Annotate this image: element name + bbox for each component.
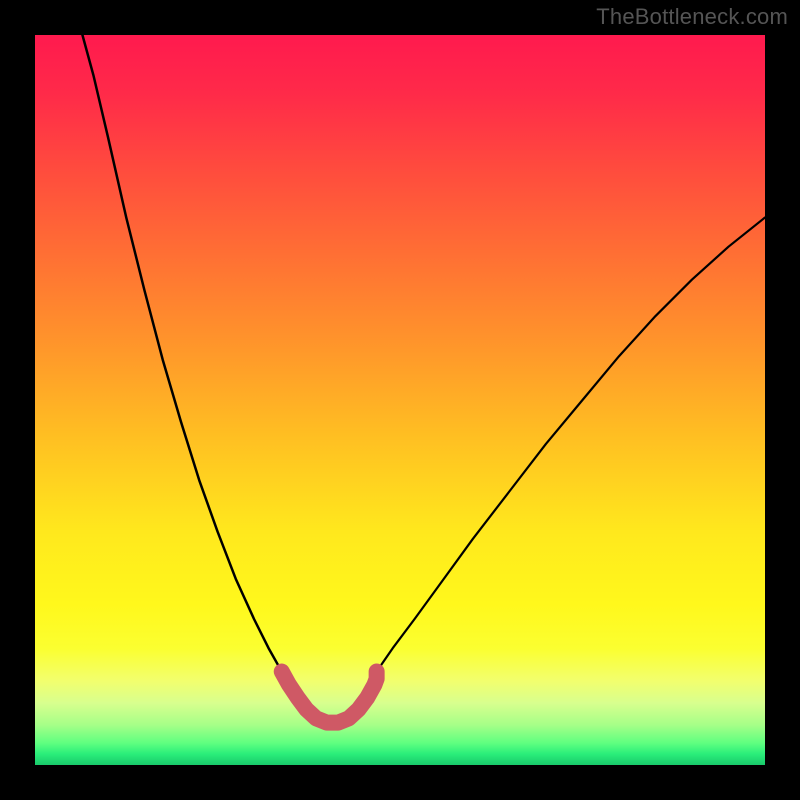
chart-curves-svg [35,35,765,765]
curve-right [377,218,765,672]
curve-valley-thick [282,672,377,723]
chart-plot-area [35,35,765,765]
curve-left [82,35,281,672]
watermark-text: TheBottleneck.com [596,4,788,30]
